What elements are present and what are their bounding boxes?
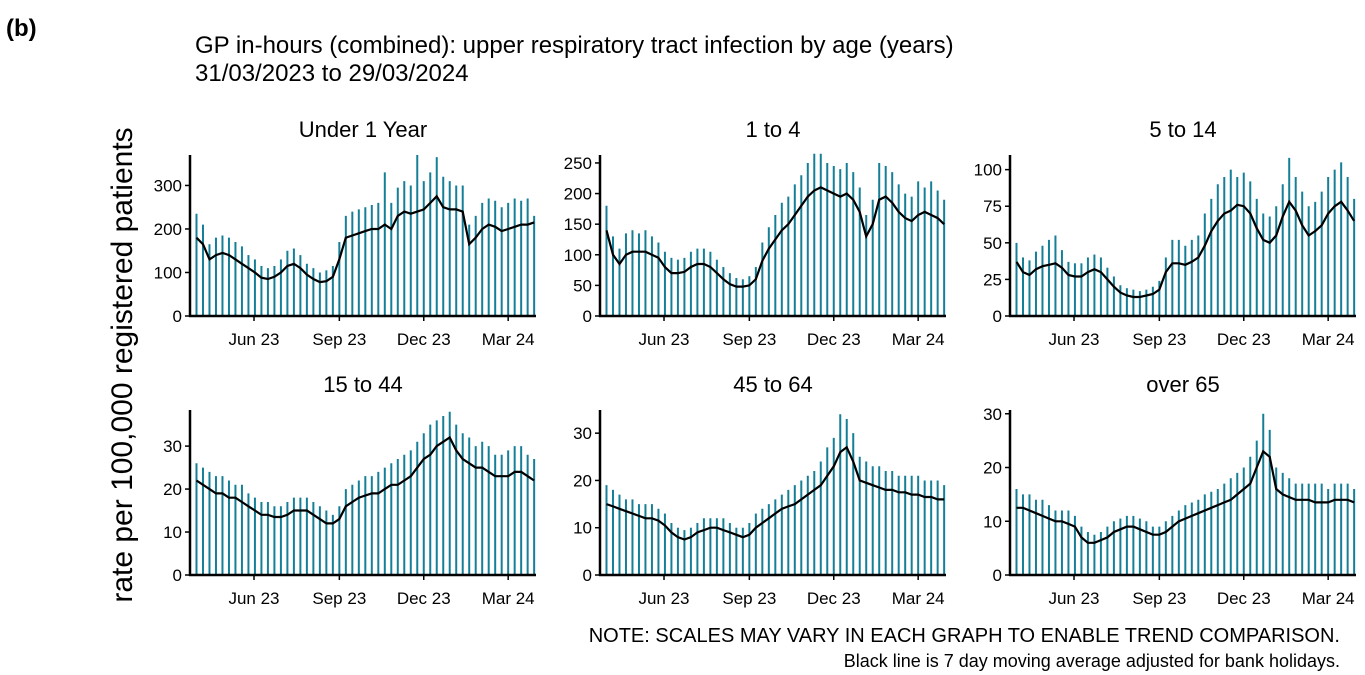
x-tick-label: Mar 24 [1302,330,1355,349]
x-tick-label: Mar 24 [482,330,535,349]
moving-average-line [1016,449,1355,544]
x-tick-label: Jun 23 [228,589,279,608]
moving-average-line [195,194,535,284]
y-tick-label: 30 [573,424,592,443]
y-tick-label: 0 [993,566,1002,585]
x-tick-label: Mar 24 [482,589,535,608]
y-tick-label: 0 [173,307,182,326]
moving-average-line [605,186,945,288]
x-tick-label: Dec 23 [397,589,451,608]
x-tick-label: Sep 23 [312,589,366,608]
y-tick-label: 250 [564,154,592,173]
chart-title: GP in-hours (combined): upper respirator… [195,32,954,59]
chart-subtitle: 31/03/2023 to 29/03/2024 [195,60,469,87]
y-tick-label: 0 [173,566,182,585]
y-tick-label: 300 [154,176,182,195]
x-tick-label: Sep 23 [722,589,776,608]
moving-average-line [606,445,945,541]
y-tick-label: 25 [983,270,1002,289]
note: NOTE: SCALES MAY VARY IN EACH GRAPH TO E… [589,625,1340,647]
y-tick-label: 100 [974,161,1002,180]
y-axis-label: rate per 100,000 registered patients [106,127,139,602]
x-tick-label: Mar 24 [892,330,945,349]
y-tick-label: 20 [573,471,592,490]
y-tick-label: 100 [564,246,592,265]
y-tick-label: 0 [583,307,592,326]
x-tick-label: Dec 23 [807,589,861,608]
x-tick-label: Sep 23 [312,330,366,349]
y-tick-label: 75 [983,197,1002,216]
x-tick-label: Dec 23 [1217,589,1271,608]
y-tick-label: 10 [573,519,592,538]
x-tick-label: Mar 24 [1302,589,1355,608]
panel-title: 45 to 64 [733,372,813,397]
panel-title: 15 to 44 [323,372,403,397]
y-tick-label: 150 [564,215,592,234]
x-tick-label: Dec 23 [1217,330,1271,349]
y-tick-label: 10 [983,512,1002,531]
x-tick-label: Jun 23 [228,330,279,349]
y-tick-label: 20 [983,459,1002,478]
panel-title: over 65 [1146,372,1219,397]
moving-average-line [1015,199,1356,299]
y-tick-label: 0 [993,307,1002,326]
y-tick-label: 100 [154,263,182,282]
y-tick-label: 200 [154,220,182,239]
x-tick-label: Jun 23 [638,330,689,349]
x-tick-label: Sep 23 [1132,589,1186,608]
y-tick-label: 30 [163,437,182,456]
panel-title: 5 to 14 [1149,117,1216,142]
panel-title: Under 1 Year [299,117,427,142]
x-tick-label: Jun 23 [1048,589,1099,608]
panel-label: (b) [6,15,37,42]
x-tick-label: Sep 23 [722,330,776,349]
x-tick-label: Dec 23 [807,330,861,349]
x-tick-label: Mar 24 [892,589,945,608]
y-tick-label: 20 [163,480,182,499]
y-tick-label: 10 [163,523,182,542]
moving-average-line [195,435,535,525]
x-tick-label: Jun 23 [638,589,689,608]
y-tick-label: 0 [583,566,592,585]
y-tick-label: 30 [983,405,1002,424]
y-tick-label: 50 [573,276,592,295]
y-tick-label: 50 [983,234,1002,253]
y-tick-label: 200 [564,185,592,204]
note: Black line is 7 day moving average adjus… [844,651,1340,671]
x-tick-label: Jun 23 [1048,330,1099,349]
x-tick-label: Sep 23 [1132,330,1186,349]
x-tick-label: Dec 23 [397,330,451,349]
panel-title: 1 to 4 [745,117,800,142]
